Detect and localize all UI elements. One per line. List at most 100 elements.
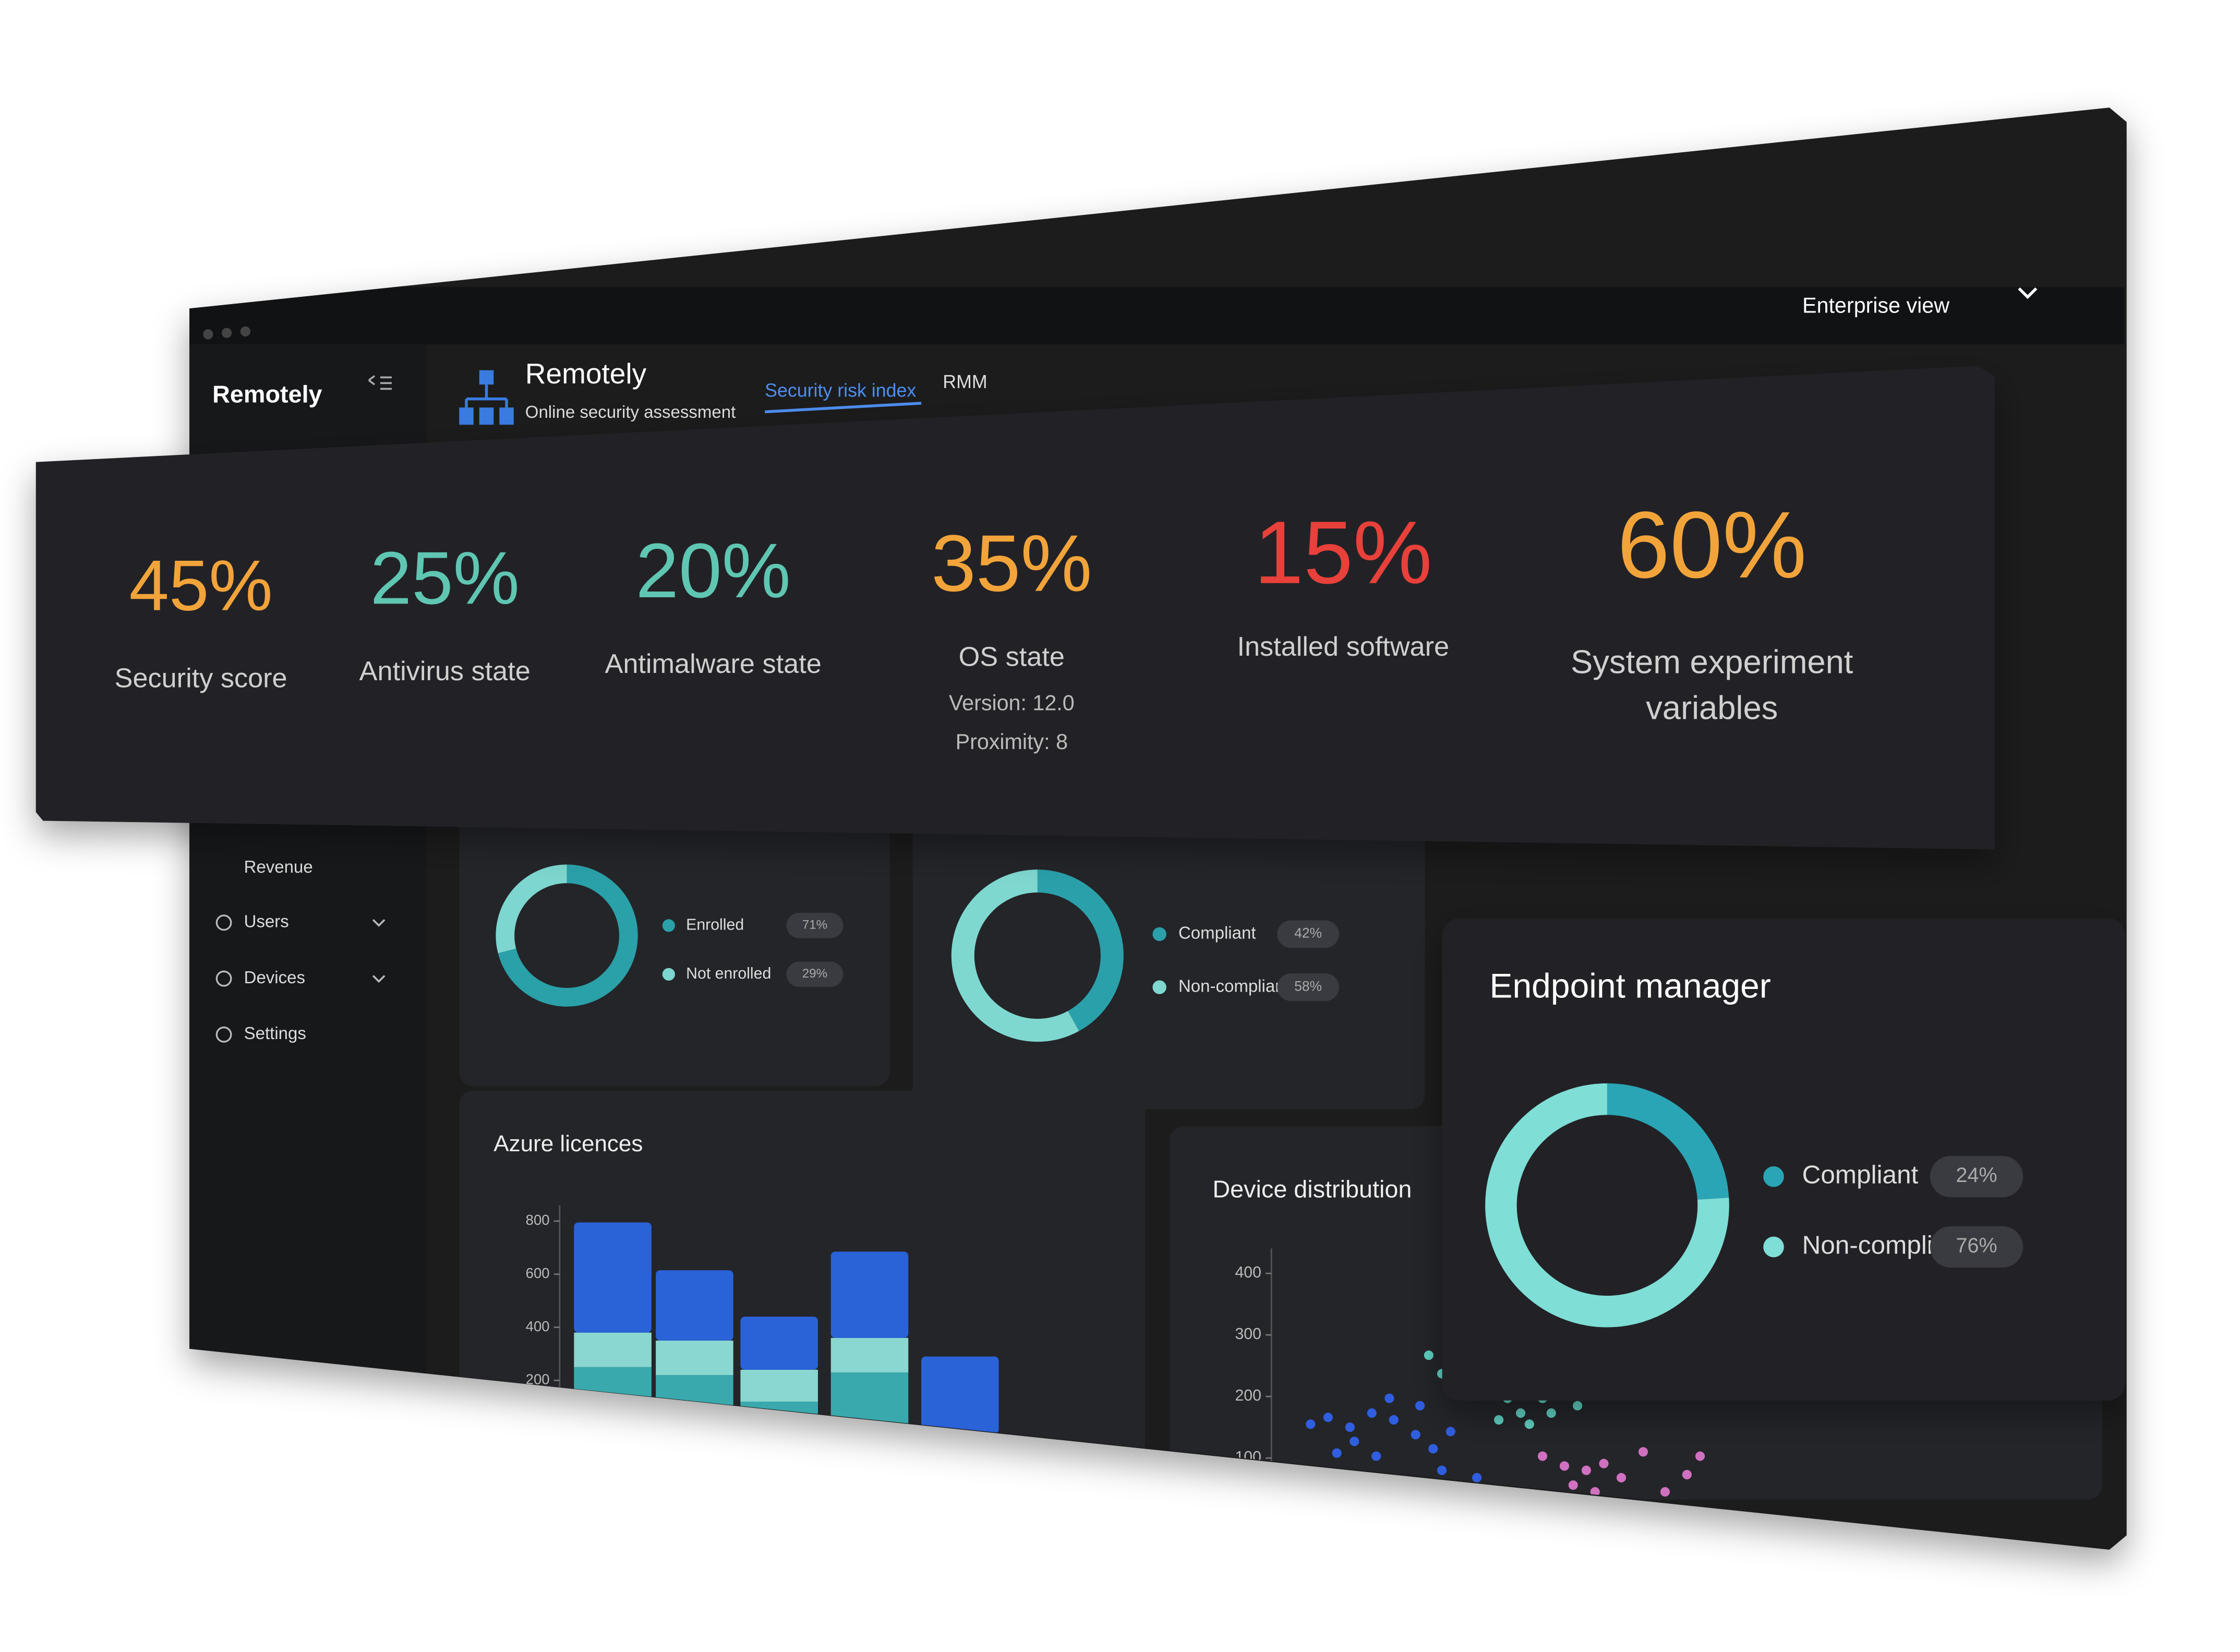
value-pill-label: 24% (1956, 1164, 1997, 1187)
stats-card (35, 366, 1995, 850)
bar-segment (656, 1270, 733, 1341)
y-tick-label: 100 (1235, 1449, 1261, 1466)
nav-item[interactable]: Users (244, 911, 289, 931)
scatter-point (1638, 1447, 1648, 1457)
legend-dot (1152, 980, 1166, 994)
value-pill-label: 76% (1956, 1234, 1997, 1257)
nav-chevron[interactable] (372, 919, 386, 927)
scatter-point (1323, 1413, 1333, 1422)
donut-segment (498, 864, 638, 1007)
scatter-point (1515, 1408, 1526, 1418)
stats: 45% Security score 25% Antivirus state 20% An… (115, 492, 1853, 754)
scatter-point (1306, 1419, 1316, 1429)
stat-value: 35% (931, 518, 1092, 608)
tab[interactable]: RMM (943, 371, 987, 392)
bar-segment (830, 1372, 909, 1434)
stat-label: variables (1646, 690, 1778, 726)
nav-item[interactable]: Devices (244, 968, 305, 987)
nav-icon (215, 914, 232, 931)
scatter-point (1446, 1427, 1455, 1437)
y-tick-label: 600 (526, 1265, 550, 1281)
value-pill-label: 29% (802, 967, 827, 981)
bar-segment (830, 1251, 909, 1338)
y-tick-label: 200 (1235, 1387, 1261, 1404)
stat-value: 60% (1617, 492, 1807, 598)
chart-title: Device distribution (1212, 1176, 1412, 1203)
org-icon (459, 370, 514, 425)
y-tick-label: 200 (526, 1371, 550, 1388)
value-pill (1930, 1226, 2024, 1268)
legend-dot (1152, 927, 1166, 941)
bar-segment (574, 1367, 652, 1434)
enrollment-card (459, 803, 890, 1087)
scatter-point (1350, 1437, 1359, 1446)
legend-dot (662, 919, 675, 932)
app-title: Remotely (525, 357, 647, 390)
nav-item[interactable]: Settings (244, 1023, 306, 1043)
scatter-point (1428, 1444, 1438, 1454)
bar-segment (740, 1401, 818, 1434)
legend-label: Compliant (1802, 1161, 1918, 1189)
donut-segment (1485, 1083, 1729, 1328)
scatter-point (1345, 1422, 1355, 1432)
nav-item[interactable]: Revenue (244, 857, 313, 876)
value-pill (1930, 1156, 2024, 1198)
compliance-card (912, 811, 1425, 1110)
value-pill-label: 58% (1294, 979, 1322, 994)
legend-label: Enrolled (686, 916, 744, 933)
tab-underline (765, 402, 922, 414)
stat-value: 25% (370, 537, 520, 620)
legend-dot (1763, 1236, 1784, 1258)
scatter-point (1472, 1473, 1482, 1482)
scatter-point (1367, 1408, 1377, 1418)
value-pill (786, 961, 844, 987)
scatter-point (1581, 1465, 1591, 1475)
stat-detail: Version: 12.0 (949, 691, 1075, 715)
scatter-point (1384, 1393, 1394, 1403)
brand: Remotely (212, 381, 322, 408)
bar-segment (656, 1340, 733, 1376)
scatter-point (1573, 1401, 1583, 1410)
scatter-point (1537, 1451, 1548, 1461)
scatter-point (1389, 1415, 1399, 1425)
stat-value: 20% (636, 528, 791, 614)
value-pill (786, 913, 844, 938)
nav-icon (215, 1026, 232, 1043)
scatter-point (1568, 1480, 1578, 1490)
donut-group: Enrolled 71% Not enrolled 29% Compliant 42% No… (496, 864, 1340, 1042)
scatter-point (1371, 1451, 1381, 1461)
sidebar-nav: Revenue Users Devices Settings (215, 857, 386, 1043)
scatter-point (1524, 1419, 1534, 1429)
stat-label: OS state (959, 642, 1065, 672)
stat-label: System experiment (1571, 644, 1853, 680)
stat-label: Installed software (1237, 632, 1449, 662)
view-selector[interactable]: Enterprise view (1802, 294, 1949, 318)
y-tick-label: 400 (526, 1318, 550, 1334)
scatter-point (1424, 1350, 1434, 1360)
nav-chevron[interactable] (372, 975, 386, 983)
bar-segment (921, 1356, 999, 1434)
y-tick-label: 300 (1235, 1325, 1261, 1343)
stat-detail: Proximity: 8 (956, 730, 1068, 754)
bar-segment (830, 1337, 909, 1373)
bar-segment (574, 1222, 652, 1333)
value-pill-label: 71% (802, 918, 827, 932)
scatter-point (1332, 1448, 1342, 1458)
donut-segment (496, 864, 568, 954)
scatter-point (1599, 1458, 1609, 1468)
window-dot (221, 328, 232, 338)
chevron-down[interactable] (2018, 287, 2038, 299)
scatter-point (1437, 1465, 1447, 1475)
scatter-point (1415, 1401, 1425, 1410)
scatter-point (1695, 1451, 1705, 1461)
y-tick-label: 400 (1235, 1264, 1261, 1281)
scatter-point (1559, 1461, 1570, 1471)
stat-label: Antimalware state (605, 649, 822, 679)
legend-label: Not enrolled (686, 965, 771, 982)
tab-active[interactable]: Security risk index (765, 380, 916, 401)
legend-label: Non-compliant (1178, 976, 1290, 995)
stat-label: Antivirus state (359, 656, 531, 686)
collapse-icon[interactable] (368, 375, 392, 390)
